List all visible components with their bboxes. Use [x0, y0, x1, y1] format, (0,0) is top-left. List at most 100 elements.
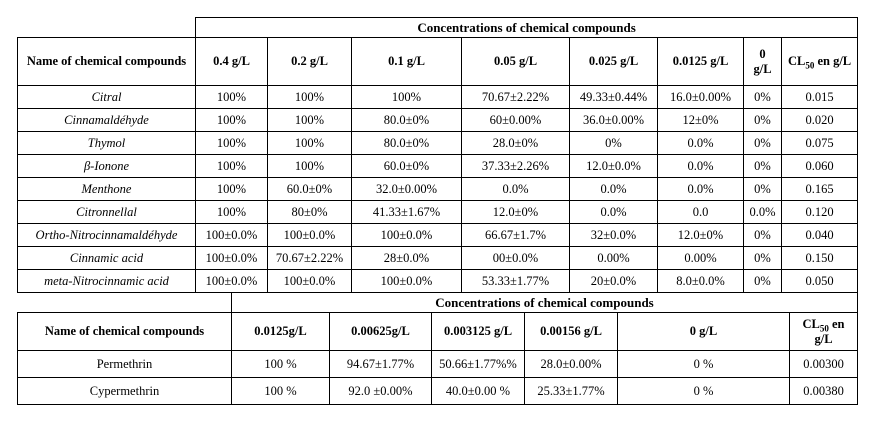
- value-cell: 28±0.0%: [351, 246, 462, 270]
- value-cell: 0.00%: [657, 246, 744, 270]
- col-header: 0.00625g/L: [329, 312, 432, 351]
- value-cell: 60.0±0%: [267, 177, 352, 201]
- value-cell: 0.0%: [569, 200, 658, 224]
- value-cell: 100%: [267, 154, 352, 178]
- value-cell: 0.040: [780, 223, 859, 247]
- value-cell: 0%: [743, 177, 782, 201]
- value-cell: 100%: [195, 85, 268, 109]
- value-cell: 0.0: [657, 200, 744, 224]
- table-1: Concentrations of chemical compounds Nam…: [17, 17, 859, 293]
- value-cell: 28.0±0%: [461, 131, 570, 155]
- compound-name: Permethrin: [17, 350, 232, 378]
- value-cell: 40.0±0.00 %: [431, 377, 525, 405]
- value-cell: 100%: [195, 177, 268, 201]
- value-cell: 100%: [351, 85, 462, 109]
- value-cell: 25.33±1.77%: [524, 377, 618, 405]
- value-cell: 100±0.0%: [351, 223, 462, 247]
- value-cell: 60±0.00%: [461, 108, 570, 132]
- cl50-prefix: CL: [787, 54, 806, 68]
- table-row: Cinnamaldéhyde 100% 100% 80.0±0% 60±0.00% 36.…: [17, 108, 859, 132]
- value-cell: 12.0±0%: [461, 200, 570, 224]
- value-cell: 50.66±1.77%%: [431, 350, 525, 378]
- table-row: Citral 100% 100% 100% 70.67±2.22% 49.33±0.44%…: [17, 85, 859, 109]
- value-cell: 0%: [743, 131, 782, 155]
- col-header: 0.4 g/L: [195, 37, 268, 86]
- value-cell: 80.0±0%: [351, 131, 462, 155]
- empty-corner: [18, 18, 196, 38]
- value-cell: 0.0%: [461, 177, 570, 201]
- col-header: 0.1 g/L: [351, 37, 462, 86]
- value-cell: 92.0 ±0.00%: [329, 377, 432, 405]
- compound-name: Cinnamaldéhyde: [17, 108, 196, 132]
- value-cell: 100±0.0%: [267, 269, 352, 293]
- col-header: 0.2 g/L: [267, 37, 352, 86]
- value-cell: 53.33±1.77%: [461, 269, 570, 293]
- value-cell: 0.165: [780, 177, 859, 201]
- compound-name: Citral: [17, 85, 196, 109]
- cl50-column-header: CL50 en g/L: [780, 37, 859, 86]
- value-cell: 0.120: [780, 200, 859, 224]
- table-row: Cypermethrin 100 % 92.0 ±0.00% 40.0±0.00 % 2…: [17, 377, 858, 405]
- value-cell: 49.33±0.44%: [569, 85, 658, 109]
- compound-name: Menthone: [17, 177, 196, 201]
- table-2: Concentrations of chemical compounds Nam…: [17, 292, 858, 405]
- value-cell: 12±0%: [657, 108, 744, 132]
- value-cell: 100±0.0%: [267, 223, 352, 247]
- value-cell: 0.0%: [657, 177, 744, 201]
- value-cell: 66.67±1.7%: [461, 223, 570, 247]
- value-cell: 00±0.0%: [461, 246, 570, 270]
- col-header: 0 g/L: [743, 37, 782, 86]
- value-cell: 100±0.0%: [195, 246, 268, 270]
- value-cell: 0%: [743, 223, 782, 247]
- top-header-row: Concentrations of chemical compounds: [18, 292, 858, 313]
- compound-name: Ortho-Nitrocinnamaldéhyde: [17, 223, 196, 247]
- table-row: β-Ionone 100% 100% 60.0±0% 37.33±2.26% 12.0±0…: [17, 154, 859, 178]
- table1-top-header: Concentrations of chemical compounds: [194, 17, 859, 38]
- value-cell: 100%: [267, 108, 352, 132]
- value-cell: 0.00380: [789, 377, 858, 405]
- value-cell: 70.67±2.22%: [267, 246, 352, 270]
- table-row: Permethrin 100 % 94.67±1.77% 50.66±1.77%% 28…: [17, 350, 858, 378]
- value-cell: 100%: [195, 131, 268, 155]
- value-cell: 32.0±0.00%: [351, 177, 462, 201]
- column-header-row: Name of chemical compounds 0.0125g/L 0.0…: [17, 312, 858, 351]
- value-cell: 20±0.0%: [569, 269, 658, 293]
- value-cell: 100%: [195, 200, 268, 224]
- value-cell: 0%: [743, 85, 782, 109]
- value-cell: 37.33±2.26%: [461, 154, 570, 178]
- value-cell: 28.0±0.00%: [524, 350, 618, 378]
- value-cell: 0%: [743, 246, 782, 270]
- col-header: 0.00156 g/L: [524, 312, 618, 351]
- value-cell: 0%: [743, 154, 782, 178]
- value-cell: 0.0%: [657, 154, 744, 178]
- table-row: Menthone 100% 60.0±0% 32.0±0.00% 0.0% 0.0% 0.0…: [17, 177, 859, 201]
- cl50-suffix: en g/L: [814, 316, 845, 346]
- table-row: Thymol 100% 100% 80.0±0% 28.0±0% 0% 0.0% 0% 0.07…: [17, 131, 859, 155]
- col-header: 0 g/L: [617, 312, 790, 351]
- value-cell: 100 %: [231, 350, 330, 378]
- table-row: Ortho-Nitrocinnamaldéhyde 100±0.0% 100±0.0…: [17, 223, 859, 247]
- value-cell: 0.060: [780, 154, 859, 178]
- cl50-suffix: en g/L: [817, 54, 852, 68]
- table2-top-header: Concentrations of chemical compounds: [231, 292, 858, 313]
- value-cell: 16.0±0.00%: [657, 85, 744, 109]
- empty-corner: [18, 293, 232, 313]
- value-cell: 70.67±2.22%: [461, 85, 570, 109]
- value-cell: 41.33±1.67%: [351, 200, 462, 224]
- value-cell: 100 %: [231, 377, 330, 405]
- cl50-subscript: 50: [819, 323, 829, 333]
- value-cell: 0.015: [780, 85, 859, 109]
- col-header: 0.0125g/L: [231, 312, 330, 351]
- cl50-column-header: CL50 en g/L: [789, 312, 858, 351]
- value-cell: 100%: [267, 131, 352, 155]
- value-cell: 100%: [195, 154, 268, 178]
- value-cell: 0 %: [617, 350, 790, 378]
- col-header: 0.025 g/L: [569, 37, 658, 86]
- value-cell: 100±0.0%: [195, 269, 268, 293]
- col-header: 0.003125 g/L: [431, 312, 525, 351]
- value-cell: 0.020: [780, 108, 859, 132]
- compound-name: Cypermethrin: [17, 377, 232, 405]
- cl50-prefix: CL: [802, 316, 820, 331]
- value-cell: 36.0±0.00%: [569, 108, 658, 132]
